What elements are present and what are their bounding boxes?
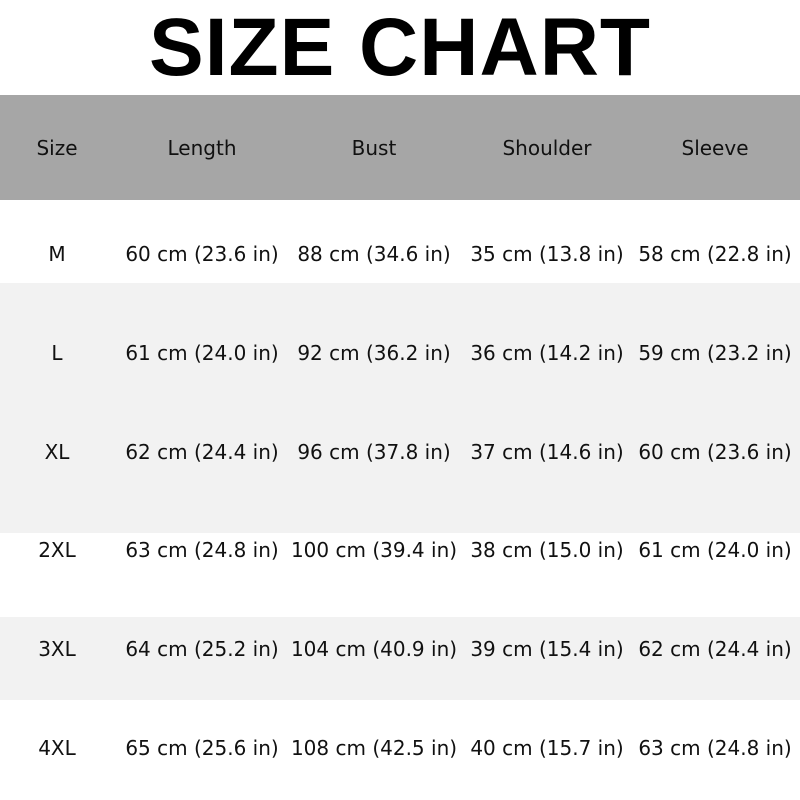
size-cell: 3XL xyxy=(38,636,76,661)
measurement-cell: 100 cm (39.4 in) xyxy=(290,537,458,562)
column-header: Shoulder xyxy=(502,135,592,160)
stripe-band xyxy=(0,283,800,533)
column-header: Sleeve xyxy=(681,135,749,160)
measurement-cell: 62 cm (24.4 in) xyxy=(638,636,792,661)
size-cell: L xyxy=(51,340,63,365)
table-row: 4XL 65 cm (25.6 in) 108 cm (42.5 in) 40 cm … xyxy=(0,698,800,797)
measurement-cell: 108 cm (42.5 in) xyxy=(290,735,458,760)
table-row: 3XL 64 cm (25.2 in) 104 cm (40.9 in) 39 cm … xyxy=(0,599,800,698)
measurement-cell: 37 cm (14.6 in) xyxy=(470,439,624,464)
size-cell: M xyxy=(48,241,66,266)
column-header: Size xyxy=(36,135,78,160)
measurement-cell: 104 cm (40.9 in) xyxy=(290,636,458,661)
measurement-cell: 40 cm (15.7 in) xyxy=(470,735,624,760)
table-row: M 60 cm (23.6 in) 88 cm (34.6 in) 35 cm (13… xyxy=(0,204,800,303)
measurement-cell: 88 cm (34.6 in) xyxy=(297,241,451,266)
measurement-cell: 39 cm (15.4 in) xyxy=(470,636,624,661)
size-cell: 4XL xyxy=(38,735,76,760)
measurement-cell: 96 cm (37.8 in) xyxy=(297,439,451,464)
size-cell: 2XL xyxy=(38,537,76,562)
measurement-cell: 35 cm (13.8 in) xyxy=(470,241,624,266)
measurement-cell: 60 cm (23.6 in) xyxy=(638,439,792,464)
measurement-cell: 63 cm (24.8 in) xyxy=(638,735,792,760)
measurement-cell: 63 cm (24.8 in) xyxy=(125,537,279,562)
table-header: Size Length Bust Shoulder Sleeve xyxy=(0,95,800,200)
measurement-cell: 61 cm (24.0 in) xyxy=(125,340,279,365)
table-row: XL 62 cm (24.4 in) 96 cm (37.8 in) 37 cm (1… xyxy=(0,402,800,501)
measurement-cell: 65 cm (25.6 in) xyxy=(125,735,279,760)
column-header: Length xyxy=(167,135,237,160)
measurement-cell: 58 cm (22.8 in) xyxy=(638,241,792,266)
measurement-cell: 61 cm (24.0 in) xyxy=(638,537,792,562)
size-cell: XL xyxy=(44,439,70,464)
measurement-cell: 36 cm (14.2 in) xyxy=(470,340,624,365)
measurement-cell: 64 cm (25.2 in) xyxy=(125,636,279,661)
page-title: SIZE CHART xyxy=(149,2,651,93)
measurement-cell: 62 cm (24.4 in) xyxy=(125,439,279,464)
stripe-band xyxy=(0,617,800,700)
measurement-cell: 92 cm (36.2 in) xyxy=(297,340,451,365)
measurement-cell: 59 cm (23.2 in) xyxy=(638,340,792,365)
column-header: Bust xyxy=(351,135,397,160)
table-row: L 61 cm (24.0 in) 92 cm (36.2 in) 36 cm (14… xyxy=(0,303,800,402)
table-row: 2XL 63 cm (24.8 in) 100 cm (39.4 in) 38 cm … xyxy=(0,500,800,599)
measurement-cell: 38 cm (15.0 in) xyxy=(470,537,624,562)
measurement-cell: 60 cm (23.6 in) xyxy=(125,241,279,266)
